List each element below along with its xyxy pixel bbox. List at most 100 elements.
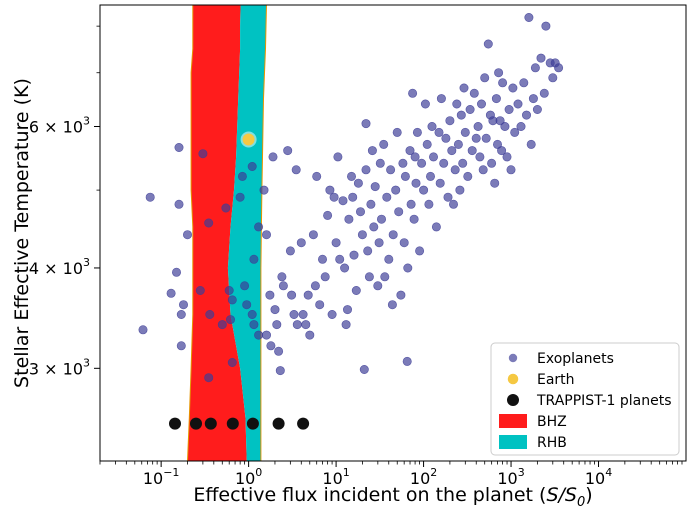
exoplanet-point bbox=[138, 325, 148, 335]
exoplanet-point bbox=[323, 210, 333, 220]
y-axis-label: Stellar Effective Temperature (K) bbox=[11, 78, 33, 388]
exoplanet-point bbox=[400, 171, 410, 181]
exoplanet-point bbox=[278, 281, 288, 291]
exoplanet-point bbox=[249, 320, 259, 330]
exoplanet-point bbox=[412, 127, 422, 137]
exoplanet-point bbox=[471, 133, 481, 143]
habitable-zones bbox=[187, 5, 267, 461]
exoplanet-point bbox=[283, 146, 293, 156]
legend-marker bbox=[508, 353, 518, 363]
exoplanet-point bbox=[247, 162, 257, 172]
exoplanet-point bbox=[530, 63, 540, 73]
exoplanet-point bbox=[447, 146, 457, 156]
exoplanet-point bbox=[325, 185, 335, 195]
exoplanet-point bbox=[270, 305, 280, 315]
y-tick-label: 6 × 103 bbox=[29, 115, 90, 137]
exoplanet-point bbox=[463, 171, 473, 181]
exoplanet-point bbox=[176, 309, 186, 319]
exoplanet-point bbox=[441, 133, 451, 143]
exoplanet-points bbox=[138, 5, 595, 383]
x-tick-label: 103 bbox=[497, 466, 524, 488]
exoplanet-point bbox=[498, 78, 508, 88]
plot-frame bbox=[99, 4, 687, 462]
trappist-point bbox=[204, 417, 217, 430]
exoplanet-point bbox=[456, 110, 466, 120]
exoplanet-point bbox=[327, 309, 337, 319]
x-tick-label: 101 bbox=[322, 466, 349, 488]
exoplanet-point bbox=[539, 88, 549, 98]
exoplanet-point bbox=[469, 88, 479, 98]
exoplanet-point bbox=[287, 290, 297, 300]
exoplanet-point bbox=[296, 238, 306, 248]
exoplanet-point bbox=[500, 122, 510, 132]
exoplanet-point bbox=[475, 152, 485, 162]
legend-label: Earth bbox=[537, 372, 575, 388]
exoplanet-point bbox=[183, 230, 193, 240]
exoplanet-point bbox=[227, 357, 237, 367]
exoplanet-point bbox=[408, 88, 418, 98]
exoplanet-point bbox=[261, 230, 271, 240]
exoplanet-point bbox=[460, 127, 470, 137]
exoplanet-point bbox=[422, 139, 432, 149]
exoplanet-point bbox=[436, 94, 446, 104]
exoplanet-point bbox=[310, 281, 320, 291]
exoplanet-point bbox=[298, 309, 308, 319]
exoplanet-point bbox=[376, 214, 386, 224]
exoplanet-point bbox=[305, 330, 315, 340]
exoplanet-point bbox=[494, 68, 504, 78]
earth-point bbox=[242, 133, 255, 146]
exoplanet-point bbox=[417, 158, 427, 168]
exoplanet-point bbox=[303, 290, 313, 300]
exoplanet-point bbox=[217, 320, 227, 330]
exoplanet-point bbox=[425, 171, 435, 181]
trappist-point bbox=[226, 417, 239, 430]
legend-marker bbox=[499, 414, 527, 428]
exoplanet-point bbox=[249, 254, 259, 264]
exoplanet-point bbox=[431, 222, 441, 232]
legend-label: BHZ bbox=[537, 414, 567, 430]
x-tick-label: 102 bbox=[410, 466, 437, 488]
legend-box bbox=[490, 342, 680, 456]
legend-label: RHB bbox=[537, 435, 567, 451]
exoplanet-point bbox=[240, 281, 250, 291]
exoplanet-point bbox=[254, 330, 264, 340]
exoplanet-point bbox=[272, 320, 282, 330]
x-tick-label: 100 bbox=[235, 466, 262, 488]
exoplanet-point bbox=[172, 267, 182, 277]
exoplanet-point bbox=[396, 290, 406, 300]
exoplanet-point bbox=[361, 165, 371, 175]
exoplanet-point bbox=[254, 222, 264, 232]
trappist-point bbox=[246, 417, 259, 430]
exoplanet-point bbox=[235, 192, 245, 202]
exoplanet-point bbox=[320, 272, 330, 282]
exoplanet-point bbox=[513, 99, 523, 109]
bhz-zone bbox=[187, 5, 247, 461]
x-axis-ticks: 10−1 100 101 102 103 104 bbox=[99, 461, 683, 488]
trappist-point bbox=[169, 417, 181, 430]
exoplanet-point bbox=[353, 178, 363, 188]
exoplanet-point bbox=[403, 263, 413, 273]
exoplanet-point bbox=[428, 152, 438, 162]
exoplanet-point bbox=[226, 315, 236, 325]
exoplanet-point bbox=[364, 272, 374, 282]
exoplanet-point bbox=[285, 246, 295, 256]
exoplanet-point bbox=[346, 171, 356, 181]
exoplanet-point bbox=[448, 199, 458, 209]
y-tick-label: 4 × 103 bbox=[29, 256, 90, 278]
exoplanet-point bbox=[174, 143, 184, 153]
exoplanet-point bbox=[394, 207, 404, 217]
exoplanet-point bbox=[386, 165, 396, 175]
exoplanet-point bbox=[419, 185, 429, 195]
exoplanet-point bbox=[409, 214, 419, 224]
exoplanet-point bbox=[427, 122, 437, 132]
exoplanet-point bbox=[445, 116, 455, 126]
exoplanet-point bbox=[391, 185, 401, 195]
exoplanet-point bbox=[366, 199, 376, 209]
exoplanet-point bbox=[384, 254, 394, 264]
exoplanet-point bbox=[519, 78, 529, 88]
exoplanet-point bbox=[369, 222, 379, 232]
exoplanet-point bbox=[349, 250, 359, 260]
exoplanet-point bbox=[363, 246, 373, 256]
exoplanet-point bbox=[259, 185, 269, 195]
exoplanet-point bbox=[380, 272, 390, 282]
